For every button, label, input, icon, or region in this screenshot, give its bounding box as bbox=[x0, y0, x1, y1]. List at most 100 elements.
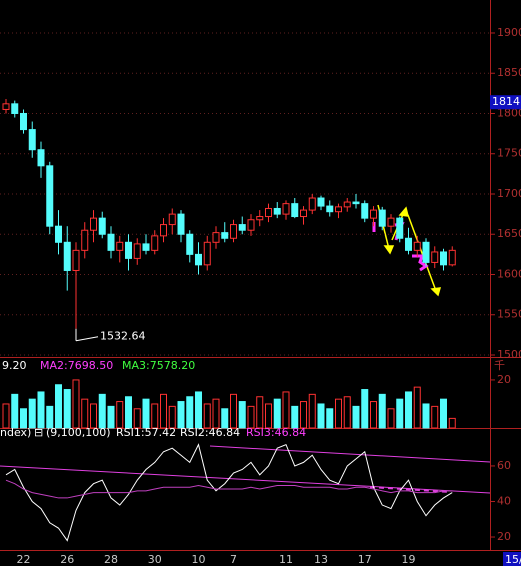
volume-bar bbox=[387, 408, 395, 429]
y-tick-label: 20 bbox=[497, 530, 511, 543]
x-tick-label: 26 bbox=[60, 553, 74, 566]
arrow-head bbox=[398, 206, 409, 217]
candle-body bbox=[413, 241, 421, 251]
volume-bar bbox=[11, 393, 19, 429]
volume-bar bbox=[160, 393, 167, 429]
volume-bar bbox=[230, 393, 237, 429]
candle-body bbox=[37, 149, 45, 167]
x-tick-label: 17 bbox=[358, 553, 372, 566]
volume-bar bbox=[291, 405, 299, 429]
volume-bar bbox=[317, 403, 325, 429]
candle-body bbox=[273, 207, 281, 215]
date-tag-box bbox=[503, 552, 521, 566]
y-tick-label: 1500 bbox=[497, 348, 521, 361]
volume-bar bbox=[90, 403, 97, 429]
candle-body bbox=[265, 207, 272, 218]
candle-body bbox=[431, 251, 439, 263]
volume-bar bbox=[63, 389, 71, 429]
indicator-label: ndex) bbox=[0, 426, 31, 439]
volume-bar bbox=[151, 403, 159, 429]
candle-body bbox=[2, 103, 10, 110]
x-tick-label: 10 bbox=[192, 553, 206, 566]
wave-mark bbox=[412, 254, 429, 272]
volume-bar bbox=[37, 391, 45, 429]
indicator-label: MA3:7578.20 bbox=[122, 359, 195, 372]
y-tick-label: 1750 bbox=[497, 147, 521, 160]
candle-body bbox=[343, 201, 351, 208]
candle-body bbox=[230, 224, 237, 239]
arrow bbox=[407, 214, 437, 292]
y-tick-label: 60 bbox=[497, 459, 511, 472]
volume-bar bbox=[20, 408, 27, 429]
candle-body bbox=[98, 217, 106, 235]
candle-body bbox=[326, 205, 334, 213]
candle-body bbox=[116, 241, 124, 251]
volume-bar bbox=[247, 405, 255, 429]
volume-bar bbox=[256, 396, 264, 429]
date-tag: 15/ bbox=[505, 553, 521, 566]
trend-line bbox=[369, 486, 451, 493]
volume-bar bbox=[133, 408, 141, 429]
arrow-head bbox=[430, 287, 442, 297]
candle-body bbox=[63, 241, 71, 271]
candle-body bbox=[125, 241, 132, 259]
candle-body bbox=[396, 217, 404, 239]
volume-bar bbox=[440, 398, 447, 429]
indicator-label: RSI2:46.84 bbox=[180, 426, 240, 439]
volume-bar bbox=[396, 398, 404, 429]
volume-bar bbox=[431, 405, 439, 429]
rsi-line bbox=[5, 443, 453, 542]
volume-bar bbox=[168, 405, 176, 429]
candle-body bbox=[308, 197, 316, 211]
candle-body bbox=[370, 209, 377, 219]
candle-body bbox=[282, 203, 290, 215]
volume-bar bbox=[195, 391, 202, 429]
volume-bar bbox=[361, 389, 369, 429]
indicator-label: ⊟ bbox=[34, 426, 43, 439]
volume-bar bbox=[335, 398, 342, 429]
candle-body bbox=[317, 197, 325, 207]
volume-bar bbox=[107, 405, 115, 429]
volume-bar bbox=[300, 401, 307, 429]
candle-body bbox=[256, 216, 264, 221]
candle-body bbox=[20, 112, 27, 131]
volume-bar bbox=[370, 401, 377, 429]
rsi-line bbox=[5, 479, 453, 499]
annotation: 1532.64 bbox=[100, 330, 146, 343]
candle-body bbox=[300, 209, 307, 218]
volume-bar bbox=[142, 398, 150, 429]
candle-body bbox=[55, 225, 62, 243]
candle-body bbox=[107, 233, 115, 251]
x-tick-label: 22 bbox=[17, 553, 31, 566]
candle-body bbox=[177, 213, 185, 235]
indicator-label: RSI3:46.84 bbox=[246, 426, 306, 439]
candle-body bbox=[133, 243, 141, 259]
volume-bar bbox=[352, 405, 360, 429]
volume-bar bbox=[265, 403, 272, 429]
volume-bar bbox=[72, 379, 80, 429]
x-tick-label: 30 bbox=[148, 553, 162, 566]
candle-body bbox=[238, 224, 246, 231]
volume-bar bbox=[186, 396, 194, 429]
y-tick-label: 1600 bbox=[497, 267, 521, 280]
candle-body bbox=[387, 217, 395, 227]
volume-bar bbox=[422, 403, 430, 429]
candle-body bbox=[352, 201, 360, 205]
volume-bar bbox=[282, 391, 290, 429]
y-tick-label: 1700 bbox=[497, 187, 521, 200]
candle-body bbox=[142, 243, 150, 251]
volume-bar bbox=[81, 398, 89, 429]
candle-body bbox=[72, 249, 80, 271]
candle-body bbox=[422, 241, 430, 263]
candle-body bbox=[81, 229, 89, 251]
candle-body bbox=[90, 217, 97, 231]
x-tick-label: 19 bbox=[402, 553, 416, 566]
candle-body bbox=[168, 213, 176, 226]
arrow-head bbox=[383, 245, 395, 255]
candle-body bbox=[186, 233, 194, 255]
last-price-label: 1814 bbox=[492, 95, 520, 108]
volume-bar bbox=[98, 393, 106, 429]
